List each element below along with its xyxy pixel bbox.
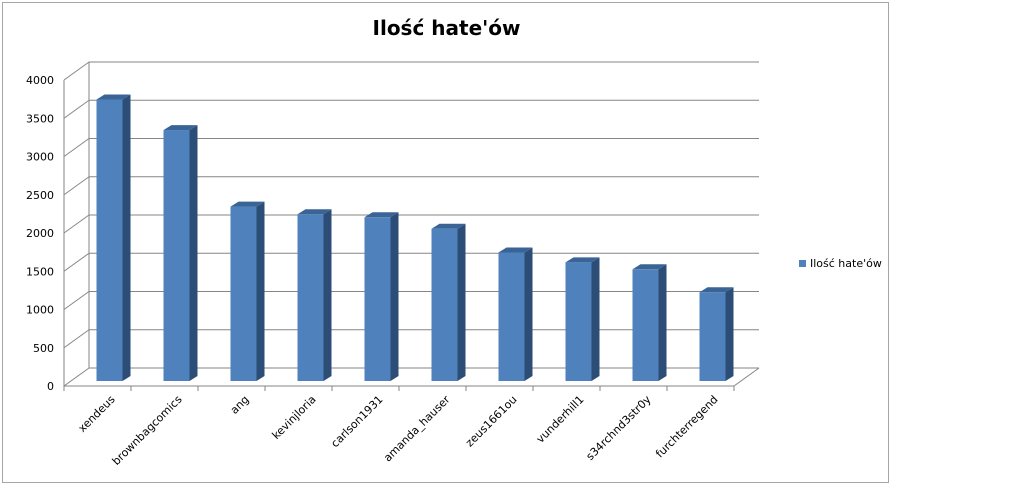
y-tick-label: 1000 <box>26 304 54 317</box>
gridline-side <box>63 329 90 349</box>
bar-top <box>431 223 466 229</box>
bar <box>297 209 332 381</box>
bar <box>632 264 667 381</box>
gridline-side <box>63 99 90 119</box>
bar-front <box>431 228 458 381</box>
bar-side <box>591 257 600 381</box>
bar-side <box>725 287 734 381</box>
y-tick-label: 3000 <box>26 151 54 164</box>
chart-frame: Ilość hate'ów 0 500 1000 1500 2000 2500 3000 35… <box>2 2 889 483</box>
x-tick-label: s34rchnd3str0y <box>584 393 654 463</box>
bar-side <box>457 223 466 381</box>
x-tick-label: xendeus <box>76 393 118 435</box>
x-tick-label: ang <box>228 393 252 417</box>
bar-front <box>699 292 726 381</box>
gridlines <box>63 61 759 387</box>
bar <box>96 94 131 381</box>
bar-side <box>256 201 265 381</box>
x-tick-label: brownbagcomics <box>110 393 185 468</box>
gridline-side <box>63 367 90 387</box>
gridline-side <box>63 61 90 81</box>
bar-chart: 0 500 1000 1500 2000 2500 3000 3500 4000 xendeus… <box>26 61 882 468</box>
bar-side <box>189 125 198 381</box>
bar-front <box>230 206 257 381</box>
bar <box>230 201 265 381</box>
bar-top <box>699 287 734 293</box>
bar <box>163 125 198 381</box>
floor-right-edge <box>733 367 760 387</box>
gridline-side <box>63 291 90 310</box>
legend-label: Ilość hate'ów <box>810 257 882 270</box>
x-tick-label: kevinjloria <box>270 393 319 442</box>
x-tick-label: furchterregend <box>653 393 720 460</box>
bar <box>565 257 600 381</box>
y-tick-label: 3500 <box>26 112 54 125</box>
gridline-side <box>63 138 90 157</box>
bars <box>96 94 734 381</box>
y-tick-label: 1500 <box>26 265 54 278</box>
legend: Ilość hate'ów <box>799 257 882 270</box>
bar-top <box>230 201 265 207</box>
legend-swatch <box>799 260 806 267</box>
bar-front <box>297 214 324 381</box>
bar-side <box>390 212 399 381</box>
bar-side <box>122 94 131 381</box>
bar-top <box>96 94 131 100</box>
bar-top <box>565 257 600 263</box>
bar-side <box>658 264 667 381</box>
bar-front <box>163 130 190 381</box>
y-tick-label: 500 <box>33 342 54 355</box>
y-tick-label: 4000 <box>26 74 54 87</box>
bar-front <box>364 217 391 381</box>
y-tick-label: 2000 <box>26 227 54 240</box>
gridline-side <box>63 214 90 234</box>
bar-top <box>498 247 533 253</box>
bar <box>699 287 734 381</box>
bar-front <box>632 269 659 381</box>
bar-top <box>297 209 332 215</box>
x-tick-label: carlson1931 <box>328 393 385 450</box>
bar <box>431 223 466 381</box>
bar <box>498 247 533 381</box>
bar-top <box>632 264 667 270</box>
y-tick-label: 2500 <box>26 189 54 202</box>
gridline-side <box>63 252 90 272</box>
x-tick-label: zeus1661ou <box>463 393 520 450</box>
bar-side <box>524 247 533 381</box>
bar-front <box>565 262 592 381</box>
gridline-side <box>63 176 90 196</box>
bar <box>364 212 399 381</box>
bar-top <box>364 212 399 218</box>
chart-title: Ilość hate'ów <box>372 16 521 40</box>
bar-front <box>498 252 525 381</box>
bar-side <box>323 209 332 381</box>
y-tick-labels: 0 500 1000 1500 2000 2500 3000 3500 4000 <box>26 74 54 393</box>
x-tick-label: amanda_hauser <box>381 393 453 465</box>
bar-front <box>96 99 123 381</box>
x-tick-label: vunderhill1 <box>534 393 587 446</box>
axes <box>63 62 760 391</box>
bar-top <box>163 125 198 131</box>
y-tick-label: 0 <box>47 380 54 393</box>
